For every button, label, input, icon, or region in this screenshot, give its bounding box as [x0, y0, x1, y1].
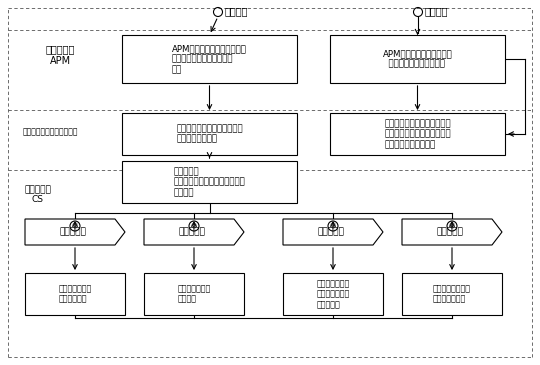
Text: 数据接收: 数据接收 — [225, 6, 248, 16]
Bar — [122, 113, 297, 155]
Polygon shape — [402, 219, 502, 245]
Text: 控制服务器: 控制服务器 — [24, 185, 51, 195]
Bar — [144, 273, 244, 315]
Text: ②: ② — [191, 223, 197, 229]
Bar — [330, 35, 505, 83]
Text: 接入处理机
APM: 接入处理机 APM — [45, 44, 75, 66]
Text: 具有缓冲存储器的专用网卡: 具有缓冲存储器的专用网卡 — [22, 127, 78, 137]
Text: ④: ④ — [449, 223, 455, 229]
Text: 将需插入的数据
包写入专用网卡
缓冲存储器: 将需插入的数据 包写入专用网卡 缓冲存储器 — [316, 279, 349, 309]
Text: CS: CS — [32, 196, 44, 204]
Text: 数据包修改: 数据包修改 — [59, 227, 86, 237]
Text: 专用网卡把控制服务器处理过
的存放在专用缓冲存储器的数
据包发送给接入处理机: 专用网卡把控制服务器处理过 的存放在专用缓冲存储器的数 据包发送给接入处理机 — [384, 119, 451, 149]
Polygon shape — [144, 219, 244, 245]
Bar — [330, 113, 505, 155]
Text: 专用网卡缓存接收到的数据包
至专用缓冲存储器: 专用网卡缓存接收到的数据包 至专用缓冲存储器 — [176, 124, 243, 144]
Text: 插入数据包: 插入数据包 — [317, 227, 344, 237]
Text: APM根据数据包的标记，去
  标记后完成数据的传递。: APM根据数据包的标记，去 标记后完成数据的传递。 — [383, 49, 453, 69]
Bar — [122, 161, 297, 203]
Text: 删除数据包: 删除数据包 — [178, 227, 205, 237]
Text: 采集数据包: 采集数据包 — [436, 227, 463, 237]
Polygon shape — [283, 219, 383, 245]
Bar — [25, 273, 125, 315]
Text: 修改专用网卡缓
存区的数据包: 修改专用网卡缓 存区的数据包 — [58, 284, 92, 304]
Text: 发送控制指令给
专用网卡: 发送控制指令给 专用网卡 — [177, 284, 211, 304]
Text: 复制专用网卡缓冲
存储器的数据包: 复制专用网卡缓冲 存储器的数据包 — [433, 284, 471, 304]
Bar — [402, 273, 502, 315]
Text: 数据发送: 数据发送 — [425, 6, 449, 16]
Text: 控制服务器
对专用网卡缓冲存储器的数据包
分析处理: 控制服务器 对专用网卡缓冲存储器的数据包 分析处理 — [174, 167, 245, 197]
Bar — [122, 35, 297, 83]
Text: ①: ① — [72, 223, 78, 229]
Polygon shape — [25, 219, 125, 245]
Text: APM对接收的数据包作标记，
带标记的数据包传送至专用
网卡: APM对接收的数据包作标记， 带标记的数据包传送至专用 网卡 — [172, 44, 247, 74]
Bar — [283, 273, 383, 315]
Text: ③: ③ — [330, 223, 336, 229]
